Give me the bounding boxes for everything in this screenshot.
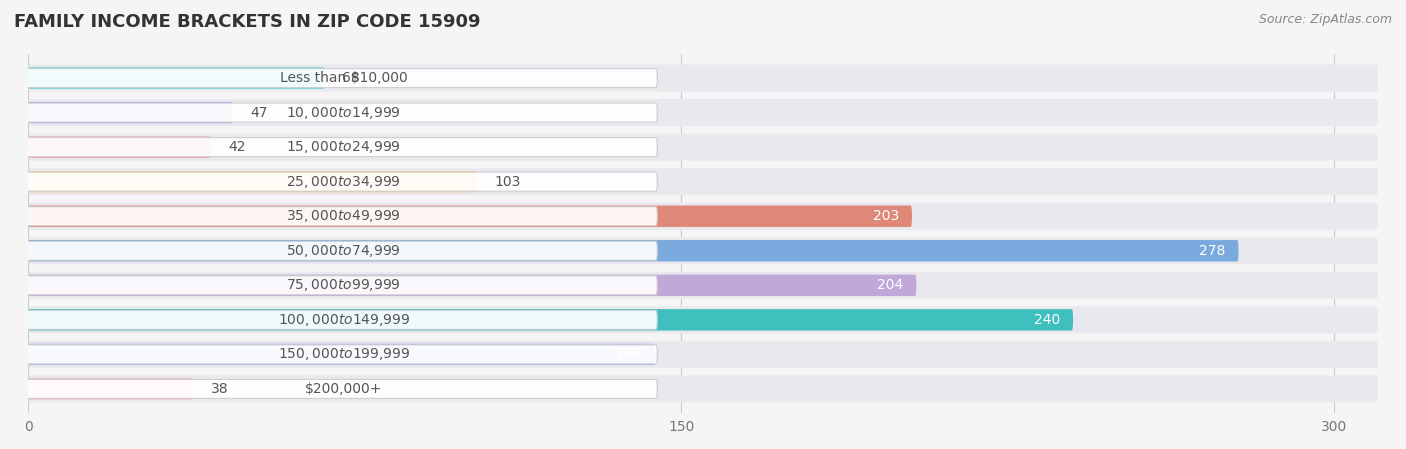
- FancyBboxPatch shape: [25, 345, 657, 364]
- Text: 42: 42: [228, 140, 246, 154]
- Text: $75,000 to $99,999: $75,000 to $99,999: [287, 277, 401, 293]
- FancyBboxPatch shape: [25, 103, 657, 122]
- Text: $100,000 to $149,999: $100,000 to $149,999: [277, 312, 411, 328]
- FancyBboxPatch shape: [28, 102, 233, 123]
- FancyBboxPatch shape: [28, 203, 1378, 230]
- Text: $35,000 to $49,999: $35,000 to $49,999: [287, 208, 401, 224]
- Text: 38: 38: [211, 382, 229, 396]
- Text: $15,000 to $24,999: $15,000 to $24,999: [287, 139, 401, 155]
- FancyBboxPatch shape: [28, 134, 1378, 161]
- FancyBboxPatch shape: [28, 272, 1378, 299]
- Text: $10,000 to $14,999: $10,000 to $14,999: [287, 105, 401, 121]
- Text: $25,000 to $34,999: $25,000 to $34,999: [287, 174, 401, 189]
- FancyBboxPatch shape: [25, 310, 657, 329]
- FancyBboxPatch shape: [28, 343, 655, 365]
- FancyBboxPatch shape: [28, 306, 1378, 333]
- Text: $150,000 to $199,999: $150,000 to $199,999: [277, 346, 411, 362]
- FancyBboxPatch shape: [25, 69, 657, 88]
- Text: Less than $10,000: Less than $10,000: [280, 71, 408, 85]
- FancyBboxPatch shape: [28, 171, 477, 192]
- FancyBboxPatch shape: [28, 375, 1378, 402]
- FancyBboxPatch shape: [28, 378, 194, 400]
- FancyBboxPatch shape: [25, 207, 657, 226]
- Text: 47: 47: [250, 106, 267, 119]
- Text: $50,000 to $74,999: $50,000 to $74,999: [287, 243, 401, 259]
- FancyBboxPatch shape: [28, 67, 325, 89]
- Text: 203: 203: [873, 209, 898, 223]
- FancyBboxPatch shape: [28, 168, 1378, 195]
- Text: 68: 68: [342, 71, 360, 85]
- FancyBboxPatch shape: [28, 309, 1073, 330]
- FancyBboxPatch shape: [28, 136, 211, 158]
- FancyBboxPatch shape: [28, 240, 1239, 261]
- Text: 278: 278: [1199, 244, 1226, 258]
- Text: 144: 144: [616, 348, 643, 361]
- Text: 240: 240: [1033, 313, 1060, 327]
- FancyBboxPatch shape: [25, 276, 657, 295]
- Text: 103: 103: [494, 175, 520, 189]
- FancyBboxPatch shape: [25, 138, 657, 157]
- Text: FAMILY INCOME BRACKETS IN ZIP CODE 15909: FAMILY INCOME BRACKETS IN ZIP CODE 15909: [14, 13, 481, 31]
- Text: 204: 204: [877, 278, 903, 292]
- FancyBboxPatch shape: [28, 237, 1378, 264]
- FancyBboxPatch shape: [28, 275, 917, 296]
- Text: $200,000+: $200,000+: [305, 382, 382, 396]
- FancyBboxPatch shape: [25, 241, 657, 260]
- FancyBboxPatch shape: [28, 341, 1378, 368]
- FancyBboxPatch shape: [28, 206, 912, 227]
- FancyBboxPatch shape: [28, 99, 1378, 126]
- FancyBboxPatch shape: [28, 65, 1378, 92]
- Text: Source: ZipAtlas.com: Source: ZipAtlas.com: [1258, 13, 1392, 26]
- FancyBboxPatch shape: [25, 379, 657, 398]
- FancyBboxPatch shape: [25, 172, 657, 191]
